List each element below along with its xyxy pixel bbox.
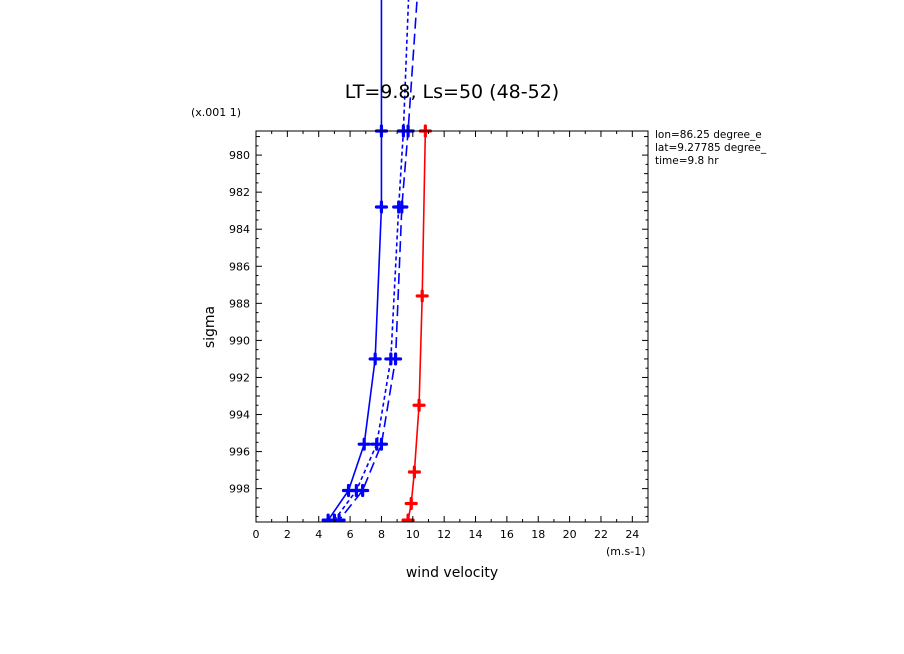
x-tick-label: 14 xyxy=(469,528,483,541)
x-tick-label: 4 xyxy=(315,528,322,541)
x-tick-label: 6 xyxy=(347,528,354,541)
x-tick-label: 20 xyxy=(563,528,577,541)
data-point-marker xyxy=(374,437,389,451)
x-tick-label: 16 xyxy=(500,528,514,541)
data-point-marker xyxy=(404,496,418,511)
data-point-marker xyxy=(388,352,403,366)
y-tick-label: 984 xyxy=(229,223,250,236)
data-point-marker xyxy=(357,437,371,451)
y-tick-label: 998 xyxy=(229,483,250,496)
y-tick-label: 994 xyxy=(229,409,250,422)
y-tick-label: 996 xyxy=(229,446,250,459)
y-tick-label: 990 xyxy=(229,334,250,347)
chart-title: LT=9.8, Ls=50 (48-52) xyxy=(345,81,559,103)
x-unit-label: (m.s-1) xyxy=(606,545,646,558)
x-tick-label: 12 xyxy=(437,528,451,541)
annotation-lat: lat=9.27785 degree_ xyxy=(655,142,767,154)
data-point-marker xyxy=(374,200,389,214)
series-line-4 xyxy=(407,130,427,521)
y-tick-label: 992 xyxy=(229,371,250,384)
x-tick-label: 24 xyxy=(625,528,639,541)
x-tick-label: 10 xyxy=(406,528,420,541)
series-line-1 xyxy=(327,0,383,521)
data-point-marker xyxy=(412,398,426,412)
annotation-time: time=9.8 hr xyxy=(655,155,719,167)
y-axis-label: sigma xyxy=(202,306,218,348)
data-point-marker xyxy=(356,483,370,498)
data-point-marker xyxy=(407,465,421,479)
x-axis-label: wind velocity xyxy=(406,565,498,581)
y-tick-label: 988 xyxy=(229,297,250,310)
series-line-2 xyxy=(333,0,410,521)
y-tick-label: 982 xyxy=(229,186,250,199)
data-point-marker xyxy=(368,352,382,366)
x-tick-label: 2 xyxy=(284,528,291,541)
data-point-marker xyxy=(415,289,429,303)
data-point-marker xyxy=(395,200,409,214)
x-tick-label: 18 xyxy=(531,528,545,541)
y-tick-label: 986 xyxy=(229,260,250,273)
y-scale-label: (x.001 1) xyxy=(191,106,241,119)
y-tick-label: 980 xyxy=(229,149,250,162)
x-tick-label: 0 xyxy=(253,528,260,541)
x-tick-label: 8 xyxy=(378,528,385,541)
x-tick-label: 22 xyxy=(594,528,608,541)
data-point-marker xyxy=(332,513,346,522)
data-point-marker xyxy=(401,513,415,522)
annotation-lon: lon=86.25 degree_e xyxy=(655,129,762,141)
plot-frame xyxy=(255,130,649,523)
